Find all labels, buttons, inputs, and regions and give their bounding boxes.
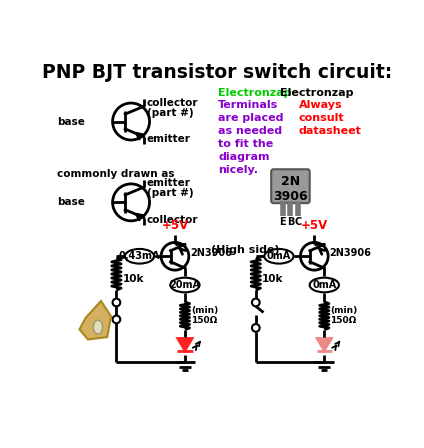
- Text: datasheet: datasheet: [299, 126, 362, 136]
- Text: (part #): (part #): [147, 108, 193, 117]
- Text: 0.43mA: 0.43mA: [119, 251, 160, 261]
- Ellipse shape: [264, 249, 293, 263]
- Polygon shape: [177, 338, 192, 351]
- Ellipse shape: [125, 249, 154, 263]
- Text: to fit the: to fit the: [218, 139, 273, 149]
- Text: +5V: +5V: [301, 219, 328, 232]
- Text: are placed: are placed: [218, 113, 284, 123]
- Text: (High side): (High side): [211, 245, 279, 255]
- Text: Always: Always: [299, 100, 343, 110]
- Text: emitter: emitter: [147, 178, 190, 188]
- Ellipse shape: [170, 278, 200, 292]
- Text: 20mA: 20mA: [170, 280, 201, 290]
- Text: PNP BJT transistor switch circuit:: PNP BJT transistor switch circuit:: [42, 63, 393, 82]
- Text: C: C: [295, 217, 302, 227]
- Text: consult: consult: [299, 113, 345, 123]
- Text: 2N3906: 2N3906: [330, 248, 371, 258]
- Text: (min)
150Ω: (min) 150Ω: [330, 306, 358, 326]
- Ellipse shape: [93, 320, 103, 334]
- Text: Terminals: Terminals: [218, 100, 278, 110]
- Text: as needed: as needed: [218, 126, 282, 136]
- Text: (part #): (part #): [147, 188, 193, 198]
- Text: +5V: +5V: [161, 219, 189, 232]
- Text: collector: collector: [147, 98, 198, 108]
- Text: diagram: diagram: [218, 152, 270, 162]
- Text: emitter: emitter: [147, 134, 190, 144]
- Text: 2N
3906: 2N 3906: [273, 175, 308, 203]
- Text: 10k: 10k: [262, 274, 284, 284]
- Text: nicely.: nicely.: [218, 165, 258, 176]
- FancyBboxPatch shape: [271, 169, 310, 203]
- Text: collector: collector: [147, 215, 198, 225]
- Text: B: B: [287, 217, 294, 227]
- Text: (min)
150Ω: (min) 150Ω: [191, 306, 218, 326]
- Text: base: base: [57, 198, 85, 207]
- Polygon shape: [79, 301, 111, 340]
- Text: 0mA: 0mA: [267, 251, 291, 261]
- Text: 0mA: 0mA: [312, 280, 336, 290]
- Text: Electronzap: Electronzap: [280, 88, 354, 99]
- Text: commonly drawn as: commonly drawn as: [57, 169, 175, 179]
- Text: E: E: [279, 217, 286, 227]
- Polygon shape: [317, 338, 332, 351]
- Text: 2N3906: 2N3906: [190, 248, 232, 258]
- Text: Electronzap: Electronzap: [218, 88, 292, 99]
- Text: base: base: [57, 116, 85, 126]
- Ellipse shape: [310, 278, 339, 292]
- Text: 10k: 10k: [123, 274, 144, 284]
